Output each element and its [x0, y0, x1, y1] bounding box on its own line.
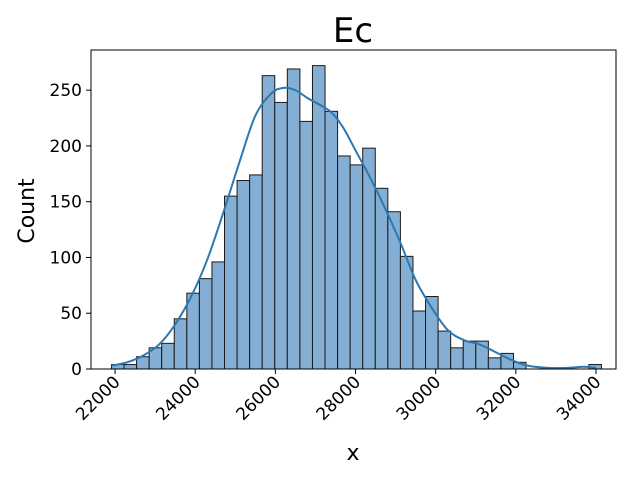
x-tick-label: 32000	[473, 372, 525, 424]
histogram-bar	[399, 255, 414, 370]
histogram-bar	[236, 180, 251, 370]
histogram-bar	[349, 164, 364, 370]
histogram-bar	[211, 261, 226, 370]
histogram-bar	[249, 174, 263, 370]
histogram-bar	[274, 101, 288, 370]
y-axis-label: Count	[15, 178, 40, 244]
y-tick-label: 150	[50, 193, 82, 213]
histogram-bar	[173, 318, 188, 370]
histogram-bar	[224, 195, 238, 370]
x-tick-label: 26000	[232, 372, 284, 424]
x-tick-label: 28000	[313, 372, 365, 424]
y-tick-label: 250	[50, 81, 82, 101]
x-tick-label: 34000	[553, 372, 605, 424]
y-tick-label: 200	[50, 137, 82, 157]
y-tick-label: 100	[50, 248, 82, 268]
histogram-bar	[299, 120, 313, 370]
bars-group	[110, 65, 602, 370]
y-axis-ticks: 0 50 100 150 200 250	[50, 81, 91, 380]
x-axis-label: x	[346, 441, 359, 466]
x-tick-label: 22000	[72, 372, 124, 424]
histogram-bar	[374, 187, 389, 370]
y-tick-label: 0	[71, 360, 82, 380]
histogram-bar	[186, 292, 200, 370]
chart-title: Ec	[333, 11, 373, 51]
kde-curve	[111, 86, 597, 370]
histogram-bar	[286, 68, 301, 370]
x-tick-label: 24000	[152, 372, 204, 424]
histogram-bar	[261, 75, 276, 370]
histogram-bar	[462, 340, 477, 370]
histogram-bar	[161, 342, 175, 370]
histogram-bar	[437, 330, 452, 370]
plot-frame	[90, 49, 617, 370]
histogram-bar	[198, 278, 213, 370]
histogram-bar	[387, 211, 401, 370]
x-axis-ticks: 22000 24000 26000 28000 30000 32000 34000	[72, 369, 605, 425]
histogram-bar	[362, 147, 376, 370]
x-tick-label: 30000	[393, 372, 445, 424]
histogram-bar	[311, 65, 326, 370]
y-tick-label: 50	[60, 304, 82, 324]
histogram-bar	[337, 155, 351, 370]
histogram-bar	[412, 310, 427, 370]
histogram-bar	[450, 347, 464, 370]
histogram-bar	[487, 357, 502, 370]
histogram-bar	[123, 364, 138, 370]
histogram-bar	[324, 110, 339, 370]
